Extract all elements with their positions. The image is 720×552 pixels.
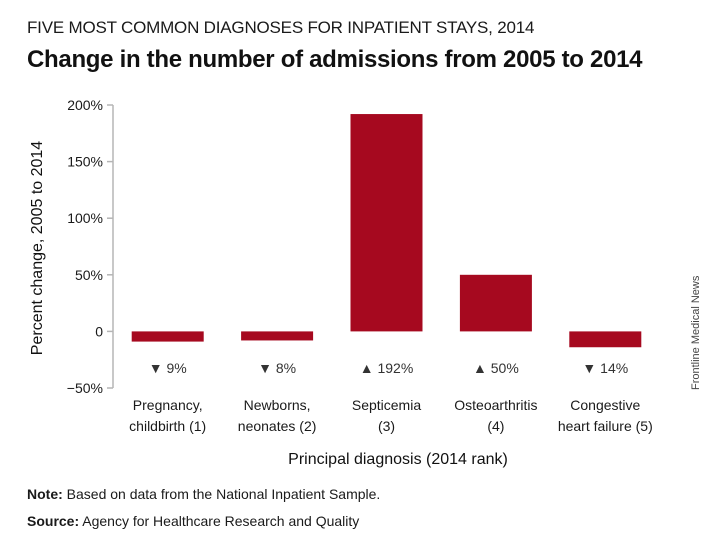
y-tick-label: −50% (67, 380, 103, 396)
data-label: ▼ 14% (582, 360, 628, 376)
data-labels: ▼ 9% ▼ 8% ▲ 192% ▲ 50% ▼ 14% (149, 360, 628, 376)
data-label: ▼ 8% (258, 360, 296, 376)
y-tick-labels: 200% 150% 100% 50% 0 −50% (67, 97, 113, 396)
category-label: Pregnancy, (133, 397, 203, 413)
bar (569, 331, 642, 348)
category-label: (4) (487, 418, 504, 434)
category-label: childbirth (1) (129, 418, 206, 434)
source-line: Source: Agency for Healthcare Research a… (27, 513, 359, 529)
footnote: Note: Based on data from the National In… (27, 486, 380, 502)
bar (350, 114, 423, 332)
category-label: Osteoarthritis (454, 397, 537, 413)
y-tick-label: 100% (67, 210, 103, 226)
y-axis-title-group: Percent change, 2005 to 2014 (29, 141, 46, 355)
category-label: (3) (378, 418, 395, 434)
category-label: heart failure (5) (558, 418, 653, 434)
y-tick-label: 50% (75, 267, 103, 283)
category-label: Septicemia (352, 397, 421, 413)
category-labels: Pregnancy, childbirth (1) Newborns, neonate… (129, 397, 653, 434)
note-label: Note: (27, 486, 63, 502)
watermark-text: Frontline Medical News (690, 275, 702, 390)
x-axis-title: Principal diagnosis (2014 rank) (288, 451, 508, 468)
chart-title: Change in the number of admissions from … (27, 46, 643, 73)
source-label: Source: (27, 513, 80, 529)
y-axis-title: Percent change, 2005 to 2014 (29, 141, 46, 355)
bar (241, 331, 314, 341)
category-label: Newborns, (244, 397, 311, 413)
watermark: Frontline Medical News (688, 262, 708, 392)
category-label: Congestive (570, 397, 640, 413)
bar (131, 331, 204, 342)
bars (131, 114, 642, 348)
bar (459, 274, 532, 332)
note-text: Based on data from the National Inpatien… (62, 486, 381, 502)
chart-supertitle: FIVE MOST COMMON DIAGNOSES FOR INPATIENT… (27, 18, 535, 37)
data-label: ▲ 192% (360, 360, 414, 376)
y-tick-label: 0 (95, 323, 103, 339)
data-label: ▼ 9% (149, 360, 187, 376)
source-text: Agency for Healthcare Research and Quali… (79, 513, 360, 529)
data-label: ▲ 50% (473, 360, 519, 376)
y-tick-label: 200% (67, 97, 103, 113)
category-label: neonates (2) (238, 418, 317, 434)
y-tick-label: 150% (67, 154, 103, 170)
